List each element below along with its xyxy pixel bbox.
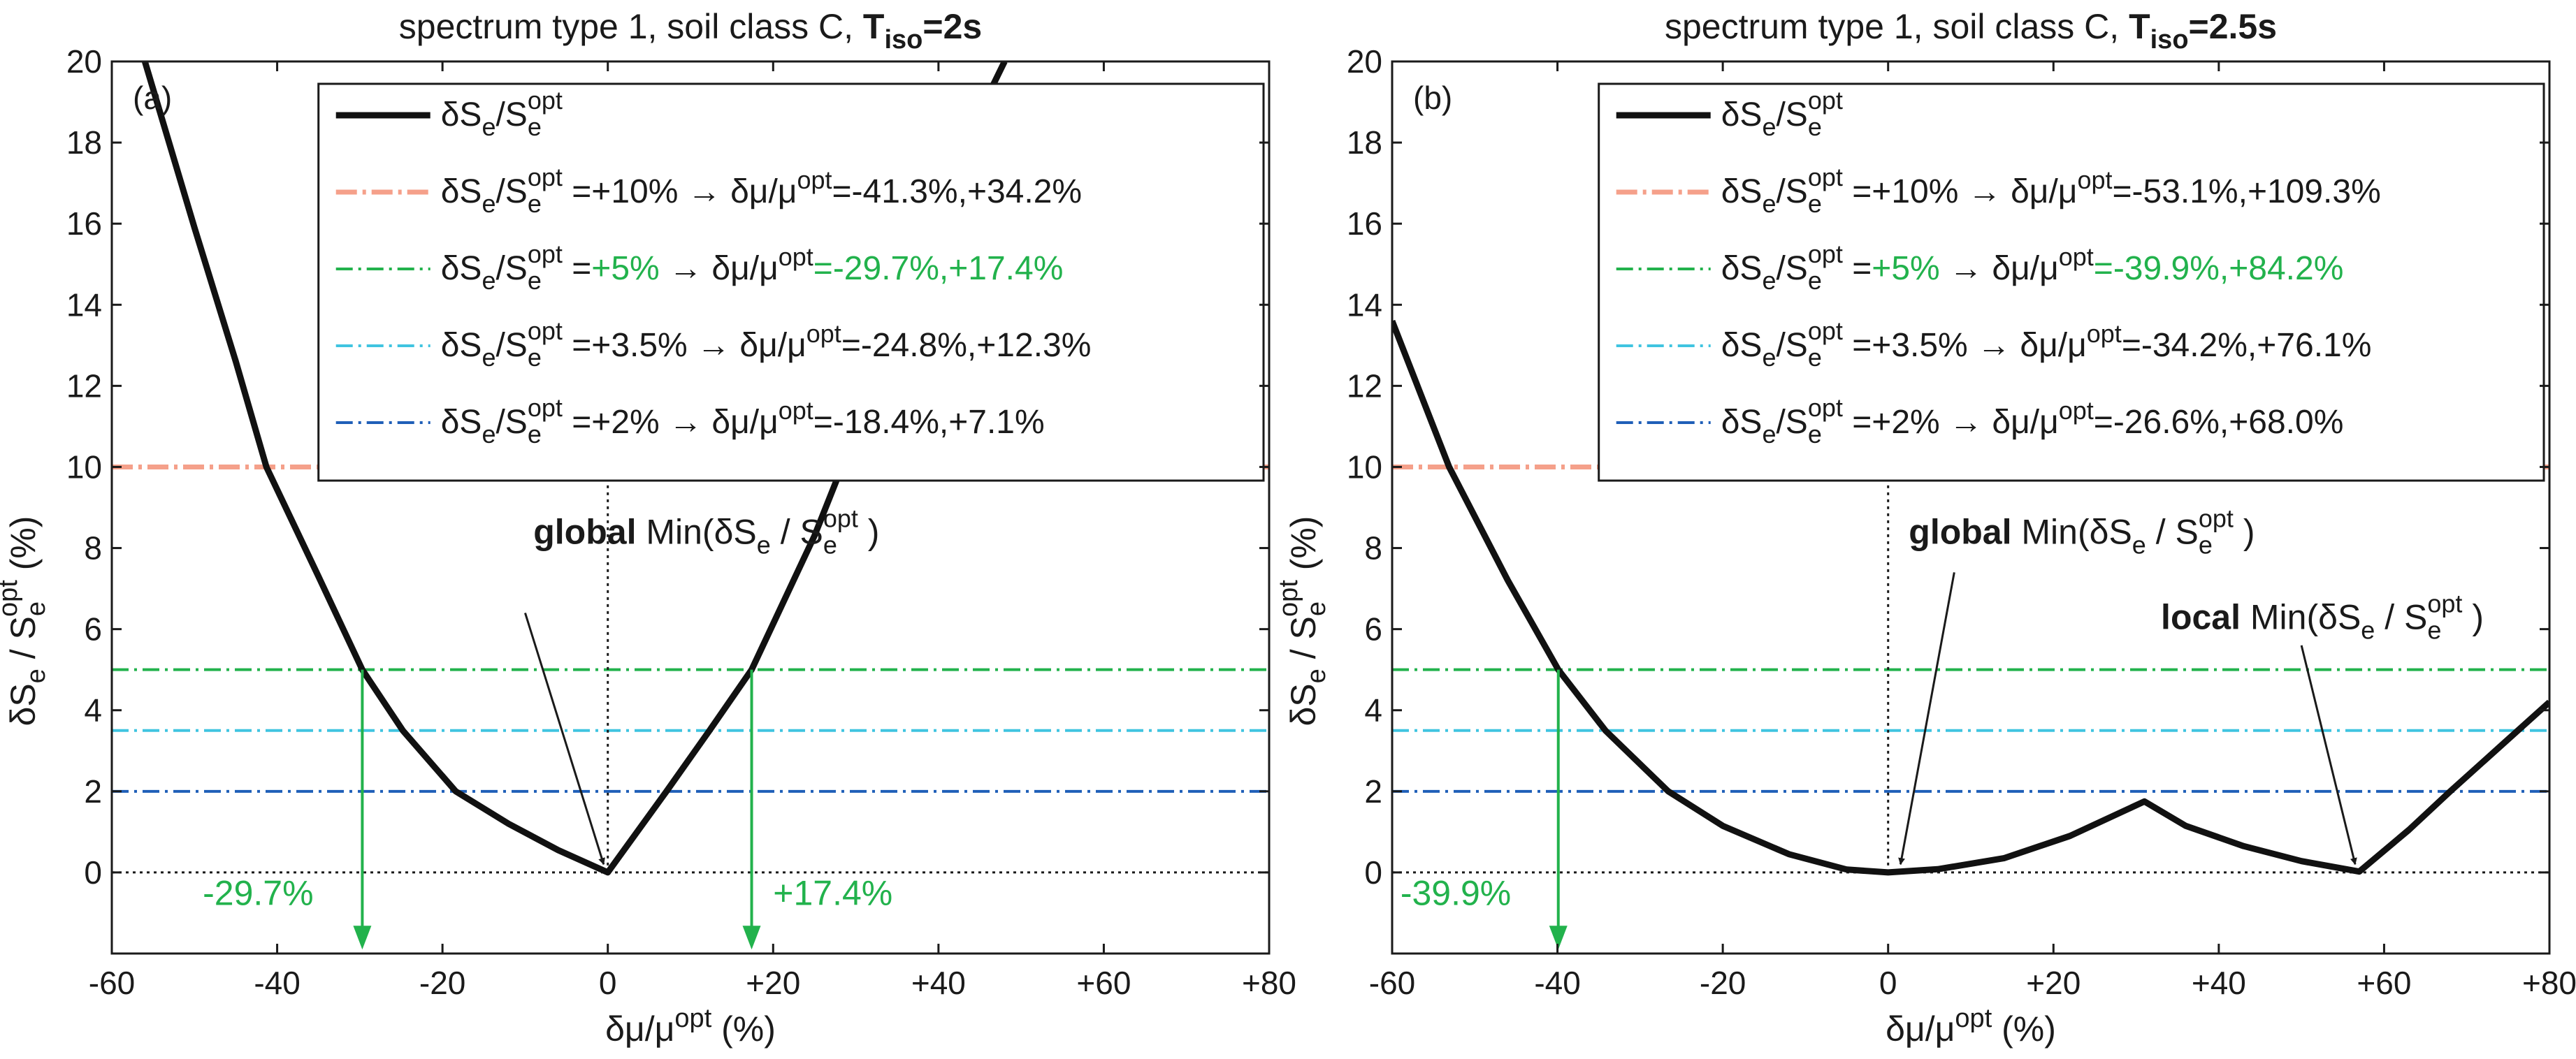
- legend-label-3: δSe/Seopt =+2% → δμ/μopt=-18.4%,+7.1%: [441, 393, 1045, 448]
- annotation-0: global Min(δSe / Seopt ): [533, 504, 879, 560]
- y-tick-label: 14: [66, 286, 102, 323]
- y-tick-label: 16: [1347, 205, 1382, 242]
- annotation-0: global Min(δSe / Seopt ): [1909, 504, 2255, 560]
- legend-label-0: δSe/Seopt =+10% → δμ/μopt=-53.1%,+109.3%: [1721, 163, 2381, 218]
- y-tick-label: 20: [1347, 43, 1382, 80]
- chart-title: spectrum type 1, soil class C, Tiso=2s: [399, 7, 982, 54]
- y-tick-label: 18: [1347, 124, 1382, 161]
- y-tick-label: 2: [84, 773, 102, 810]
- y-tick-label: 0: [1364, 854, 1382, 891]
- legend-box: [317, 82, 1265, 482]
- x-tick-label: +20: [2026, 965, 2081, 1001]
- legend-label-curve: δSe/Seopt: [1721, 86, 1843, 141]
- y-tick-label: 12: [66, 367, 102, 404]
- green-arrow-label-0: -29.7%: [203, 873, 313, 912]
- panel-label: (b): [1413, 80, 1452, 116]
- legend-label-3: δSe/Seopt =+2% → δμ/μopt=-26.6%,+68.0%: [1721, 393, 2344, 448]
- x-axis-label: δμ/μopt (%): [605, 1004, 776, 1049]
- y-tick-label: 4: [1364, 692, 1382, 729]
- legend: δSe/Seopt δSe/Seopt =+10% → δμ/μopt=-41.3…: [317, 82, 1265, 482]
- y-tick-label: 14: [1347, 286, 1382, 323]
- y-tick-label: 8: [84, 530, 102, 567]
- y-tick-label: 8: [1364, 530, 1382, 567]
- x-tick-label: -40: [1534, 965, 1580, 1001]
- annotation-1: local Min(δSe / Seopt ): [2161, 590, 2484, 645]
- annotation-arrow-0: [1898, 572, 1955, 866]
- y-tick-label: 6: [1364, 611, 1382, 648]
- y-tick-label: 10: [1347, 448, 1382, 485]
- annotation-arrow-1: [2300, 645, 2357, 866]
- green-arrow-label-1: +17.4%: [773, 873, 892, 912]
- y-tick-label: 12: [1347, 367, 1382, 404]
- x-tick-label: -40: [254, 965, 300, 1001]
- axes-frame: [1391, 60, 2551, 955]
- y-tick-label: 18: [66, 124, 102, 161]
- legend-label-1: δSe/Seopt =+5% → δμ/μopt=-39.9%,+84.2%: [1721, 240, 2344, 295]
- legend-label-2: δSe/Seopt =+3.5% → δμ/μopt=-24.8%,+12.3%: [441, 316, 1092, 372]
- y-tick-label: 6: [84, 611, 102, 648]
- legend-label-0: δSe/Seopt =+10% → δμ/μopt=-41.3%,+34.2%: [441, 163, 1082, 218]
- legend-label-curve: δSe/Seopt: [441, 86, 563, 141]
- green-arrowhead-1: [742, 926, 761, 950]
- annotation-arrow-0: [523, 612, 605, 866]
- x-tick-label: -20: [1700, 965, 1746, 1001]
- chart-panel-a: -29.7% +17.4% global Min(δSe / Seopt ) δSe/…: [0, 7, 1296, 1049]
- y-tick-label: 4: [84, 692, 102, 729]
- x-tick-label: -60: [1369, 965, 1415, 1001]
- x-tick-label: 0: [1879, 965, 1897, 1001]
- green-arrowhead-0: [353, 926, 372, 950]
- y-tick-label: 20: [66, 43, 102, 80]
- y-axis-label: δSe / Seopt (%): [0, 516, 51, 726]
- y-tick-label: 16: [66, 205, 102, 242]
- chart-title: spectrum type 1, soil class C, Tiso=2.5s: [1665, 7, 2277, 54]
- x-tick-label: +60: [1076, 965, 1131, 1001]
- legend-box: [1598, 82, 2545, 482]
- x-tick-label: +80: [1242, 965, 1296, 1001]
- panel-label: (a): [133, 80, 172, 116]
- legend-label-1: δSe/Seopt =+5% → δμ/μopt=-29.7%,+17.4%: [441, 240, 1064, 295]
- y-tick-label: 0: [84, 854, 102, 891]
- x-tick-label: -60: [89, 965, 135, 1001]
- y-tick-label: 10: [66, 448, 102, 485]
- data-curve: [141, 61, 1008, 876]
- x-tick-label: +40: [911, 965, 966, 1001]
- axes-frame: [110, 60, 1271, 955]
- x-tick-label: 0: [599, 965, 617, 1001]
- green-arrowhead-0: [1549, 926, 1568, 950]
- y-axis-label: δSe / Seopt (%): [1274, 516, 1331, 726]
- chart-panel-b: -39.9% global Min(δSe / Seopt ) local Min(…: [1274, 7, 2576, 1049]
- x-tick-label: +60: [2357, 965, 2411, 1001]
- y-tick-label: 2: [1364, 773, 1382, 810]
- green-arrow-label-0: -39.9%: [1401, 873, 1511, 912]
- legend-label-2: δSe/Seopt =+3.5% → δμ/μopt=-34.2%,+76.1%: [1721, 316, 2372, 372]
- x-tick-label: -20: [419, 965, 465, 1001]
- x-tick-label: +40: [2192, 965, 2246, 1001]
- x-tick-label: +20: [746, 965, 800, 1001]
- x-axis-label: δμ/μopt (%): [1886, 1004, 2056, 1049]
- data-curve: [1392, 319, 2549, 876]
- legend: δSe/Seopt δSe/Seopt =+10% → δμ/μopt=-53.1…: [1598, 82, 2545, 482]
- x-tick-label: +80: [2522, 965, 2576, 1001]
